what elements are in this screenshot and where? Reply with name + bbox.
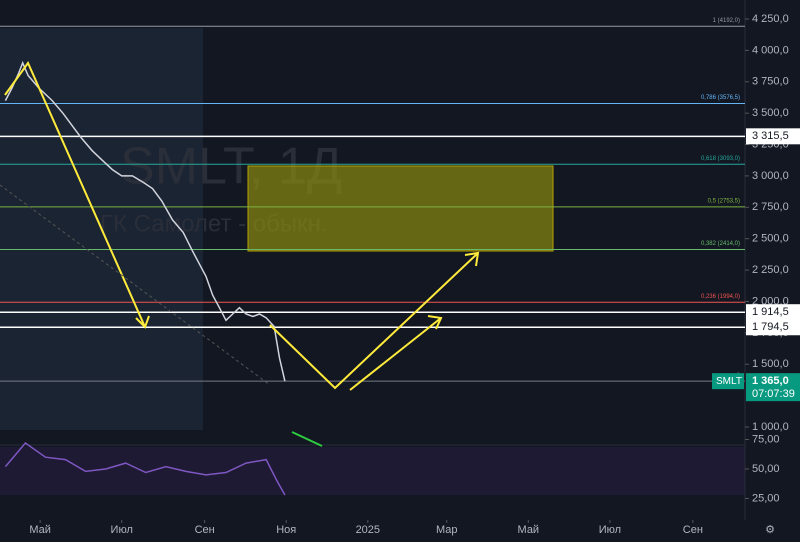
fib-label: 0,382 (2414,0) xyxy=(701,241,740,247)
fib-label: 0,786 (3576,5) xyxy=(701,95,740,101)
forecast-arrow xyxy=(269,252,479,390)
price-line-box xyxy=(746,128,800,145)
x-tick-label: Сен xyxy=(683,524,703,536)
fib-label: 0,5 (2753,5) xyxy=(708,198,740,204)
y-tick-label: 3 500,0 xyxy=(752,107,789,119)
forecast-arrow xyxy=(349,317,442,391)
settings-icon[interactable]: ⚙ xyxy=(765,524,775,536)
y-tick-label: 2 250,0 xyxy=(752,264,789,276)
rsi-line xyxy=(4,441,286,496)
trend-line xyxy=(0,184,271,386)
price-line-series xyxy=(4,60,286,382)
price-line-label: 3 315,5 xyxy=(752,130,789,142)
symbol-label: SMLT xyxy=(716,376,742,387)
y-tick-label: 3 750,0 xyxy=(752,76,789,88)
countdown: 07:07:39 xyxy=(752,388,795,400)
symbol-box xyxy=(712,373,744,390)
price-line-label: 1 914,5 xyxy=(752,306,789,318)
price-line-label: 1 794,5 xyxy=(752,321,789,333)
arrow-head xyxy=(135,315,150,329)
price-label: 1 365,0 xyxy=(752,375,789,387)
price-line-box xyxy=(746,319,800,336)
trend-arrow xyxy=(4,60,146,328)
x-tick-label: Ноя xyxy=(276,524,296,536)
x-tick-label: Май xyxy=(29,524,51,536)
x-tick-label: Май xyxy=(518,524,540,536)
arrow-head xyxy=(427,315,443,330)
rsi-tick-label: 25,00 xyxy=(752,492,780,504)
y-tick-label: 2 500,0 xyxy=(752,233,789,245)
x-tick-label: Сен xyxy=(195,524,215,536)
fib-label: 0,618 (3093,0) xyxy=(701,156,740,162)
y-tick-label: 4 000,0 xyxy=(752,44,789,56)
rsi-band xyxy=(0,447,745,495)
y-tick-label: 1 500,0 xyxy=(752,358,789,370)
y-tick-label: 1 000,0 xyxy=(752,421,789,433)
price-line-box xyxy=(746,304,800,321)
x-tick-label: Мар xyxy=(436,524,458,536)
y-tick-label: 2 750,0 xyxy=(752,201,789,213)
x-tick-label: 2025 xyxy=(356,524,380,536)
green-arrow xyxy=(291,431,323,447)
fib-label: 1 (4192,0) xyxy=(713,18,740,24)
marks: 1 000,01 500,01 750,02 000,02 250,02 500… xyxy=(0,13,800,536)
drawings xyxy=(4,60,480,391)
y-tick-label: 3 000,0 xyxy=(752,170,789,182)
arrow-head xyxy=(464,251,480,267)
fib-label: 0,236 (1994,0) xyxy=(701,294,740,300)
target-zone xyxy=(247,165,554,252)
rsi-tick-label: 75,00 xyxy=(752,433,780,445)
rsi-tick-label: 50,00 xyxy=(752,463,780,475)
price-box xyxy=(746,373,800,402)
y-tick-label: 4 250,0 xyxy=(752,13,789,25)
x-tick-label: Июл xyxy=(111,524,133,536)
x-tick-label: Июл xyxy=(599,524,621,536)
